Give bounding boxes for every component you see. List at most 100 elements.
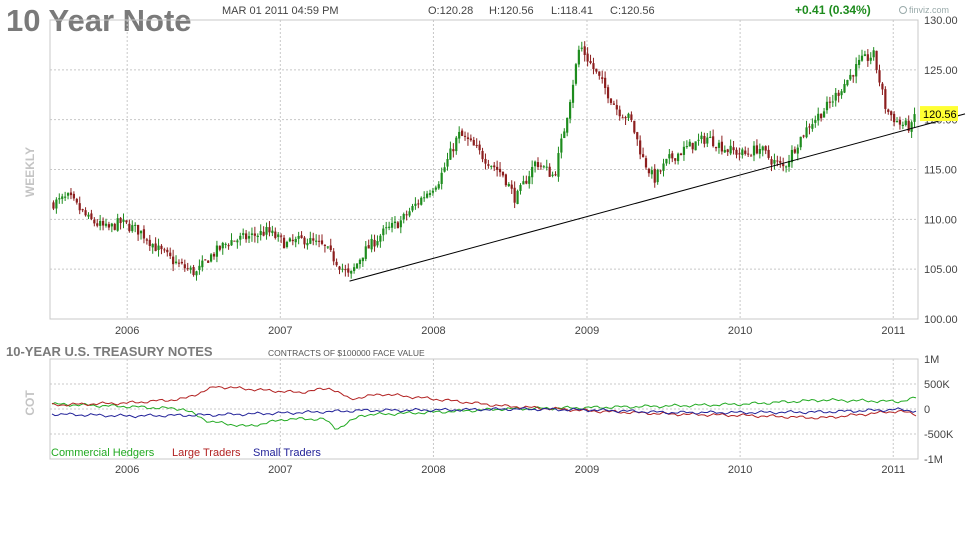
candle-body — [513, 187, 516, 203]
candle-body — [388, 226, 391, 228]
candle-body — [714, 146, 718, 149]
candle-body — [679, 153, 683, 156]
candle-body — [428, 193, 432, 195]
candle-body — [487, 164, 490, 166]
candle-body — [256, 235, 259, 238]
candle-body — [843, 83, 846, 93]
candle-body — [52, 202, 55, 209]
price-y-tick-label: 100.00 — [924, 314, 958, 326]
candle-body — [137, 224, 140, 235]
candle-body — [317, 240, 321, 242]
candle-body — [131, 225, 134, 232]
quote-change: +0.41 (0.34%) — [795, 3, 871, 17]
candle-body — [627, 113, 630, 119]
candle-body — [186, 268, 189, 270]
legend-commercial-hedgers: Commercial Hedgers — [51, 447, 155, 459]
candle-body — [694, 141, 697, 151]
candle-body — [484, 158, 487, 164]
cot-grid — [49, 358, 919, 460]
candle-body — [180, 261, 183, 264]
candle-body — [735, 149, 738, 155]
candle-body — [604, 77, 607, 89]
price-y-tick-label: 110.00 — [924, 214, 957, 226]
candle-body — [265, 226, 268, 235]
candle-body — [571, 84, 575, 103]
cot-x-ticks: 2006 2007 2008 2009 2010 2011 — [115, 464, 905, 476]
candle-body — [224, 243, 227, 245]
candle-body — [872, 50, 875, 58]
candle-body — [677, 153, 680, 162]
cot-x-tick-label: 2011 — [881, 464, 905, 476]
candle-body — [195, 271, 198, 276]
candle-body — [893, 113, 896, 123]
candle-body — [446, 159, 449, 167]
candle-body — [606, 87, 610, 99]
candle-body — [414, 203, 417, 206]
candle-body — [554, 174, 557, 176]
candle-body — [236, 240, 239, 243]
candle-body — [271, 230, 274, 234]
candle-body — [350, 270, 353, 274]
candle-body — [630, 114, 633, 120]
brand-label[interactable]: finviz.com — [909, 5, 949, 15]
y-axis-label-cot: COT — [23, 390, 37, 416]
candle-body — [154, 243, 157, 252]
quote-open: O:120.28 — [428, 5, 473, 17]
candle-body — [463, 135, 467, 137]
candle-body — [744, 150, 747, 154]
candle-body — [860, 55, 864, 61]
price-y-tick-label: 130.00 — [924, 15, 958, 27]
price-y-tick-label: 125.00 — [924, 65, 958, 77]
candle-body — [779, 160, 782, 163]
finviz-logo-icon[interactable]: finviz.com — [899, 5, 950, 15]
cot-legend: Commercial Hedgers Large Traders Small T… — [51, 447, 321, 459]
candle-body — [569, 102, 572, 119]
price-candles — [52, 41, 916, 281]
candle-body — [300, 235, 303, 238]
candle-body — [160, 245, 163, 250]
candle-body — [312, 238, 315, 241]
candle-body — [881, 83, 884, 90]
candle-body — [811, 124, 814, 129]
candle-body — [767, 149, 770, 158]
cot-x-tick-label: 2006 — [115, 464, 139, 476]
cot-title: 10-YEAR U.S. TREASURY NOTES — [6, 344, 213, 359]
candle-body — [425, 193, 429, 198]
quote-low: L:118.41 — [551, 5, 593, 17]
candle-body — [496, 166, 499, 170]
candle-body — [913, 114, 916, 122]
candle-body — [204, 259, 207, 261]
candle-body — [662, 163, 665, 171]
candle-body — [335, 261, 338, 266]
candle-body — [814, 120, 817, 123]
y-axis-label-weekly: WEEKLY — [23, 147, 37, 197]
candle-body — [796, 147, 799, 154]
candle-body — [472, 139, 475, 146]
candle-body — [90, 213, 93, 220]
candle-body — [99, 220, 102, 226]
candle-body — [81, 209, 84, 211]
cot-x-tick-label: 2007 — [268, 464, 292, 476]
candle-body — [895, 121, 899, 123]
candle-body — [134, 224, 137, 226]
candle-body — [174, 261, 178, 264]
candle-body — [586, 53, 589, 62]
candle-body — [230, 240, 233, 246]
candle-body — [93, 219, 96, 224]
candle-body — [233, 240, 236, 242]
candle-body — [887, 109, 890, 112]
candle-body — [709, 136, 712, 138]
candle-body — [682, 146, 686, 155]
cot-y-ticks: 1M 500K 0 -500K -1M — [924, 354, 954, 466]
candle-body — [373, 239, 376, 247]
candle-body — [685, 146, 688, 148]
candle-body — [443, 167, 446, 172]
candle-body — [820, 113, 823, 119]
candle-body — [522, 181, 525, 185]
candle-body — [218, 245, 221, 250]
candle-body — [440, 172, 443, 184]
candle-body — [183, 264, 186, 269]
candle-body — [379, 235, 382, 242]
candle-body — [145, 239, 148, 241]
candle-body — [116, 218, 119, 231]
